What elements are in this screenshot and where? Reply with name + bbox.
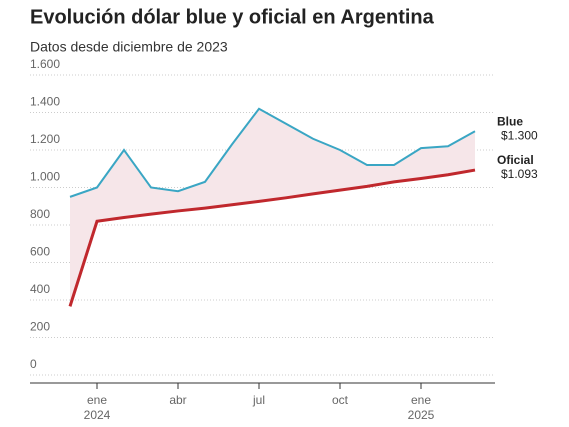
- x-tick-year: 2024: [84, 408, 111, 422]
- end-label: $1.093: [501, 167, 538, 181]
- x-tick-label: oct: [332, 393, 349, 407]
- chart-title: Evolución dólar blue y oficial en Argent…: [30, 6, 435, 28]
- y-tick-label: 1.200: [30, 132, 60, 146]
- line: [68, 168, 476, 307]
- x-tick-label: ene: [87, 393, 107, 407]
- line: [69, 107, 476, 198]
- gap-area: [70, 108, 475, 307]
- y-tick-label: 200: [30, 320, 50, 334]
- y-tick-label: 1.000: [30, 170, 60, 184]
- x-tick-label: abr: [169, 393, 186, 407]
- legend-label: Blue: [497, 114, 523, 128]
- y-tick-label: 1.400: [30, 95, 60, 109]
- legend-label: Oficial: [497, 153, 534, 167]
- x-tick-label: ene: [411, 393, 431, 407]
- y-tick-label: 0: [30, 357, 37, 371]
- y-tick-label: 1.600: [30, 57, 60, 71]
- chart-subtitle: Datos desde diciembre de 2023: [30, 39, 228, 55]
- y-tick-label: 800: [30, 207, 50, 221]
- end-label: $1.300: [501, 128, 538, 142]
- y-tick-label: 600: [30, 245, 50, 259]
- x-tick-year: 2025: [408, 408, 435, 422]
- x-tick-label: jul: [252, 393, 265, 407]
- y-tick-label: 400: [30, 282, 50, 296]
